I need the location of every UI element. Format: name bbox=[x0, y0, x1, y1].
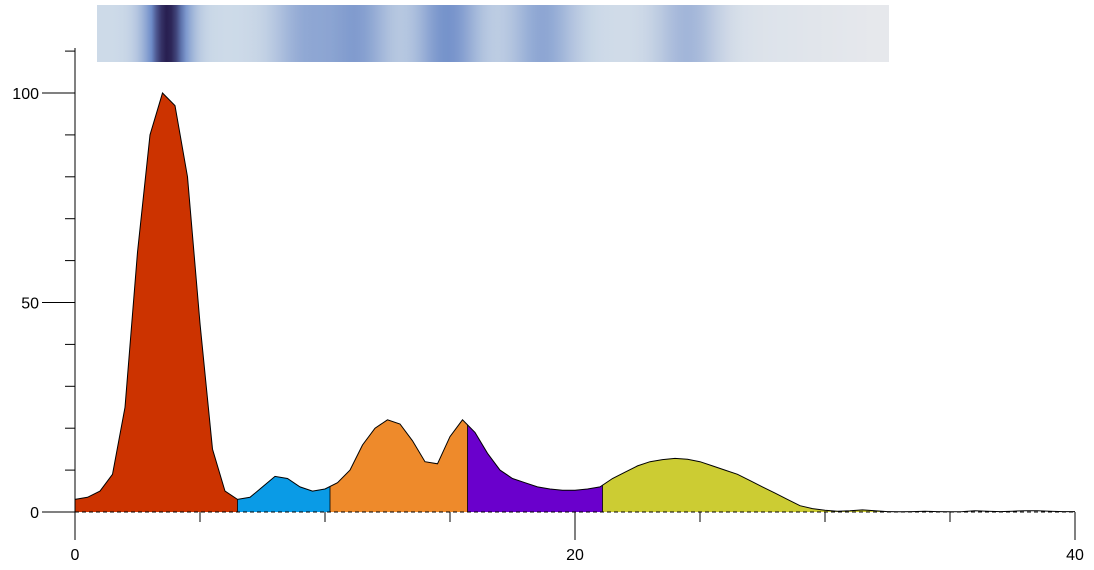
gel-strip-image bbox=[97, 5, 889, 62]
x-tick-label: 40 bbox=[1066, 547, 1084, 564]
peak-segments bbox=[75, 93, 900, 512]
y-tick-label: 100 bbox=[12, 86, 39, 103]
peak-segment-1 bbox=[75, 93, 238, 512]
x-tick-label: 20 bbox=[566, 547, 584, 564]
peak-segment-2 bbox=[237, 476, 330, 512]
y-tick-label: 50 bbox=[21, 296, 39, 313]
axes: 0 50 100 0 20 40 bbox=[12, 48, 1084, 564]
peak-segment-3 bbox=[330, 419, 468, 512]
peak-segment-5 bbox=[602, 458, 900, 512]
peak-segment-4 bbox=[467, 424, 603, 512]
y-tick-label: 0 bbox=[30, 505, 39, 522]
profile-curve bbox=[74, 92, 1075, 513]
x-tick-label: 0 bbox=[71, 547, 80, 564]
